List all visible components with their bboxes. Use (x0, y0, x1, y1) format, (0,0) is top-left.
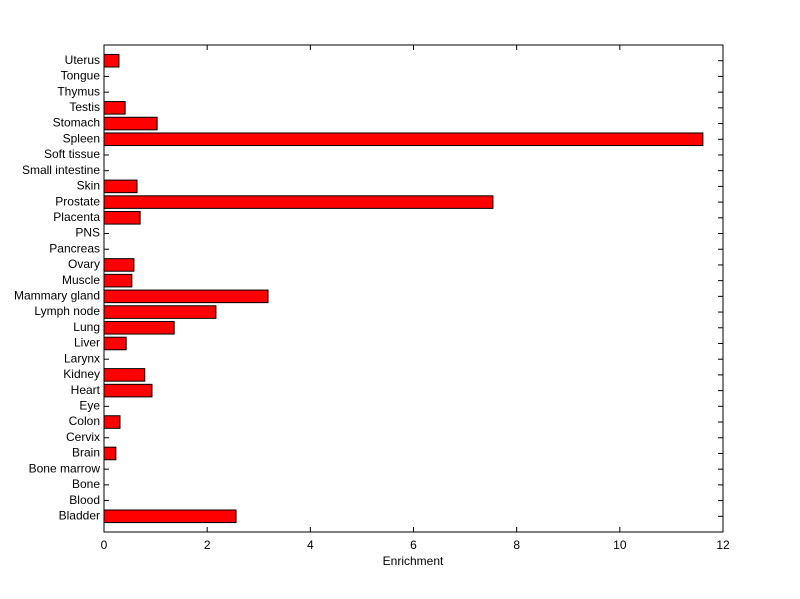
y-tick-label: Lung (73, 320, 100, 334)
bar (103, 195, 494, 209)
y-tick-label: Mammary gland (14, 289, 100, 303)
y-tick-label: Cervix (66, 430, 100, 444)
y-tick-label: Bone marrow (29, 461, 101, 475)
bar (103, 179, 138, 194)
bar (103, 258, 135, 272)
x-tick-label: 8 (513, 538, 520, 552)
y-tick-label: Placenta (53, 210, 100, 224)
y-tick-label: Muscle (62, 273, 100, 287)
y-tick-label: Lymph node (34, 304, 100, 318)
y-tick-label: Testis (69, 100, 100, 114)
bar (103, 211, 141, 225)
x-tick-label: 6 (410, 538, 417, 552)
bar (103, 101, 126, 115)
y-tick-label: Prostate (55, 194, 100, 208)
y-tick-label: Thymus (57, 84, 100, 98)
bar (103, 383, 153, 398)
y-tick-label: Small intestine (22, 163, 100, 177)
y-tick-label: Blood (69, 493, 100, 507)
x-tick-label: 12 (716, 538, 730, 552)
y-tick-label: PNS (75, 226, 100, 240)
bar (103, 132, 704, 147)
bar (103, 320, 175, 335)
bar (103, 289, 269, 304)
y-tick-label: Bladder (59, 508, 100, 522)
bar (103, 53, 120, 68)
bar (103, 336, 127, 351)
x-tick-label: 10 (613, 538, 627, 552)
y-tick-label: Stomach (53, 116, 100, 130)
bar (103, 415, 121, 429)
y-tick-label: Bone (72, 477, 100, 491)
y-tick-label: Uterus (65, 53, 100, 67)
y-tick-label: Tongue (61, 69, 101, 83)
x-tick-label: 2 (204, 538, 211, 552)
y-tick-label: Spleen (63, 131, 100, 145)
y-tick-label: Larynx (64, 351, 100, 365)
y-tick-label: Eye (79, 398, 100, 412)
y-tick-label: Colon (69, 414, 100, 428)
x-axis-label: Enrichment (383, 554, 444, 568)
bar (103, 305, 217, 319)
bar (103, 368, 146, 382)
bar (103, 116, 158, 131)
y-tick-label: Soft tissue (44, 147, 100, 161)
y-tick-label: Skin (77, 179, 100, 193)
plot-frame (103, 44, 724, 533)
y-tick-label: Brain (72, 446, 100, 460)
bar (103, 509, 237, 524)
x-tick-label: 4 (307, 538, 314, 552)
y-tick-label: Heart (71, 383, 101, 397)
y-tick-label: Liver (74, 336, 100, 350)
y-tick-label: Ovary (68, 257, 100, 271)
bar (103, 446, 117, 461)
y-tick-label: Pancreas (49, 241, 100, 255)
y-tick-label: Kidney (63, 367, 100, 381)
x-tick-label: 0 (101, 538, 108, 552)
bar (103, 273, 133, 288)
